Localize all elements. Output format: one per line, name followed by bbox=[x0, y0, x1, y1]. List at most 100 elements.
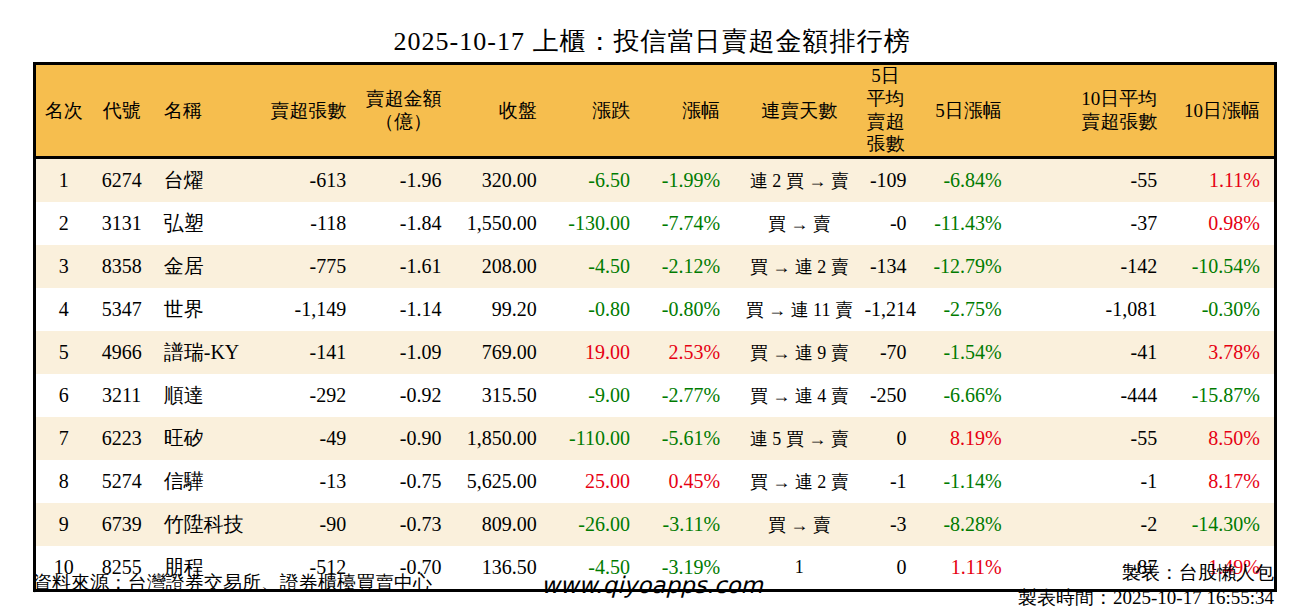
cell-name: 譜瑞-KY bbox=[152, 331, 258, 374]
cell-streak: 連 5 買 → 賣 bbox=[734, 417, 864, 460]
cell-pct10: 0.98% bbox=[1171, 202, 1275, 245]
cell-close: 208.00 bbox=[455, 245, 550, 288]
table-body: 16274台燿-613-1.96320.00-6.50-1.99%連 2 買 →… bbox=[35, 158, 1276, 591]
cell-pct5: -8.28% bbox=[921, 503, 1016, 546]
cell-sell_qty: -775 bbox=[258, 245, 360, 288]
col-header-sell_amt: 賣超金額 （億） bbox=[360, 64, 455, 158]
cell-pct10: 8.17% bbox=[1171, 460, 1275, 503]
cell-change_pct: -0.80% bbox=[644, 288, 734, 331]
cell-code: 6274 bbox=[92, 158, 152, 203]
cell-avg10: -55 bbox=[1016, 158, 1171, 203]
cell-change_pct: -3.11% bbox=[644, 503, 734, 546]
cell-streak: 買 → 連 9 賣 bbox=[734, 331, 864, 374]
cell-name: 順達 bbox=[152, 374, 258, 417]
cell-code: 5347 bbox=[92, 288, 152, 331]
cell-close: 5,625.00 bbox=[455, 460, 550, 503]
table-row: 96739竹陞科技-90-0.73809.00-26.00-3.11%買 → 賣… bbox=[35, 503, 1276, 546]
cell-close: 99.20 bbox=[455, 288, 550, 331]
cell-pct5: -11.43% bbox=[921, 202, 1016, 245]
cell-pct10: 1.11% bbox=[1171, 158, 1275, 203]
cell-rank: 9 bbox=[35, 503, 92, 546]
table-row: 45347世界-1,149-1.1499.20-0.80-0.80%買 → 連 … bbox=[35, 288, 1276, 331]
cell-sell_qty: -49 bbox=[258, 417, 360, 460]
cell-change_pct: 0.45% bbox=[644, 460, 734, 503]
cell-pct5: -2.75% bbox=[921, 288, 1016, 331]
cell-rank: 1 bbox=[35, 158, 92, 203]
cell-change_pct: 2.53% bbox=[644, 331, 734, 374]
col-header-close: 收盤 bbox=[455, 64, 550, 158]
cell-sell_amt: -1.09 bbox=[360, 331, 455, 374]
cell-name: 台燿 bbox=[152, 158, 258, 203]
cell-name: 信驊 bbox=[152, 460, 258, 503]
cell-pct10: -0.30% bbox=[1171, 288, 1275, 331]
cell-sell_amt: -0.90 bbox=[360, 417, 455, 460]
cell-avg10: -2 bbox=[1016, 503, 1171, 546]
credit-block: 製表：台股懶人包 製表時間：2025-10-17 16:55:34 bbox=[1018, 560, 1274, 610]
cell-pct5: -1.14% bbox=[921, 460, 1016, 503]
page-title: 2025-10-17 上櫃：投信當日賣超金額排行榜 bbox=[0, 24, 1304, 59]
cell-sell_amt: -0.75 bbox=[360, 460, 455, 503]
cell-sell_qty: -292 bbox=[258, 374, 360, 417]
cell-close: 1,550.00 bbox=[455, 202, 550, 245]
col-header-rank: 名次 bbox=[35, 64, 92, 158]
cell-avg5: -1,214 bbox=[864, 288, 920, 331]
cell-rank: 2 bbox=[35, 202, 92, 245]
cell-change: -6.50 bbox=[551, 158, 644, 203]
cell-streak: 買 → 賣 bbox=[734, 503, 864, 546]
cell-pct10: -15.87% bbox=[1171, 374, 1275, 417]
cell-avg10: -1 bbox=[1016, 460, 1171, 503]
header-row: 名次代號名稱賣超張數賣超金額 （億）收盤漲跌漲幅連賣天數5日平均 賣超張數5日漲… bbox=[35, 64, 1276, 158]
cell-sell_amt: -1.61 bbox=[360, 245, 455, 288]
cell-sell_qty: -1,149 bbox=[258, 288, 360, 331]
cell-change_pct: -2.77% bbox=[644, 374, 734, 417]
cell-pct5: -6.66% bbox=[921, 374, 1016, 417]
cell-pct10: -14.30% bbox=[1171, 503, 1275, 546]
cell-change_pct: -5.61% bbox=[644, 417, 734, 460]
cell-rank: 8 bbox=[35, 460, 92, 503]
cell-avg5: -109 bbox=[864, 158, 920, 203]
col-header-sell_qty: 賣超張數 bbox=[258, 64, 360, 158]
cell-name: 旺矽 bbox=[152, 417, 258, 460]
maker-label: 製表：台股懶人包 bbox=[1018, 560, 1274, 585]
cell-avg5: -70 bbox=[864, 331, 920, 374]
cell-change: -0.80 bbox=[551, 288, 644, 331]
cell-change: -26.00 bbox=[551, 503, 644, 546]
cell-avg10: -444 bbox=[1016, 374, 1171, 417]
cell-close: 769.00 bbox=[455, 331, 550, 374]
cell-sell_amt: -1.84 bbox=[360, 202, 455, 245]
cell-close: 320.00 bbox=[455, 158, 550, 203]
table-row: 76223旺矽-49-0.901,850.00-110.00-5.61%連 5 … bbox=[35, 417, 1276, 460]
cell-pct10: -10.54% bbox=[1171, 245, 1275, 288]
cell-change: 25.00 bbox=[551, 460, 644, 503]
cell-name: 世界 bbox=[152, 288, 258, 331]
col-header-change_pct: 漲幅 bbox=[644, 64, 734, 158]
cell-streak: 買 → 連 2 賣 bbox=[734, 245, 864, 288]
cell-pct10: 8.50% bbox=[1171, 417, 1275, 460]
cell-streak: 買 → 連 2 賣 bbox=[734, 460, 864, 503]
col-header-avg10: 10日平均 賣超張數 bbox=[1016, 64, 1171, 158]
cell-change_pct: -1.99% bbox=[644, 158, 734, 203]
cell-avg5: 0 bbox=[864, 417, 920, 460]
cell-pct5: -6.84% bbox=[921, 158, 1016, 203]
cell-sell_qty: -13 bbox=[258, 460, 360, 503]
cell-close: 1,850.00 bbox=[455, 417, 550, 460]
cell-sell_qty: -613 bbox=[258, 158, 360, 203]
cell-change: 19.00 bbox=[551, 331, 644, 374]
cell-change: -9.00 bbox=[551, 374, 644, 417]
made-time-label: 製表時間：2025-10-17 16:55:34 bbox=[1018, 585, 1274, 610]
cell-change: -4.50 bbox=[551, 245, 644, 288]
col-header-avg5: 5日平均 賣超張數 bbox=[864, 64, 920, 158]
cell-pct5: -1.54% bbox=[921, 331, 1016, 374]
cell-avg5: -3 bbox=[864, 503, 920, 546]
cell-close: 315.50 bbox=[455, 374, 550, 417]
ranking-table: 名次代號名稱賣超張數賣超金額 （億）收盤漲跌漲幅連賣天數5日平均 賣超張數5日漲… bbox=[33, 62, 1277, 592]
cell-pct5: -12.79% bbox=[921, 245, 1016, 288]
cell-avg5: -250 bbox=[864, 374, 920, 417]
col-header-pct5: 5日漲幅 bbox=[921, 64, 1016, 158]
table-row: 23131弘塑-118-1.841,550.00-130.00-7.74%買 →… bbox=[35, 202, 1276, 245]
cell-pct10: 3.78% bbox=[1171, 331, 1275, 374]
cell-rank: 6 bbox=[35, 374, 92, 417]
col-header-streak: 連賣天數 bbox=[734, 64, 864, 158]
cell-avg10: -41 bbox=[1016, 331, 1171, 374]
cell-avg10: -1,081 bbox=[1016, 288, 1171, 331]
